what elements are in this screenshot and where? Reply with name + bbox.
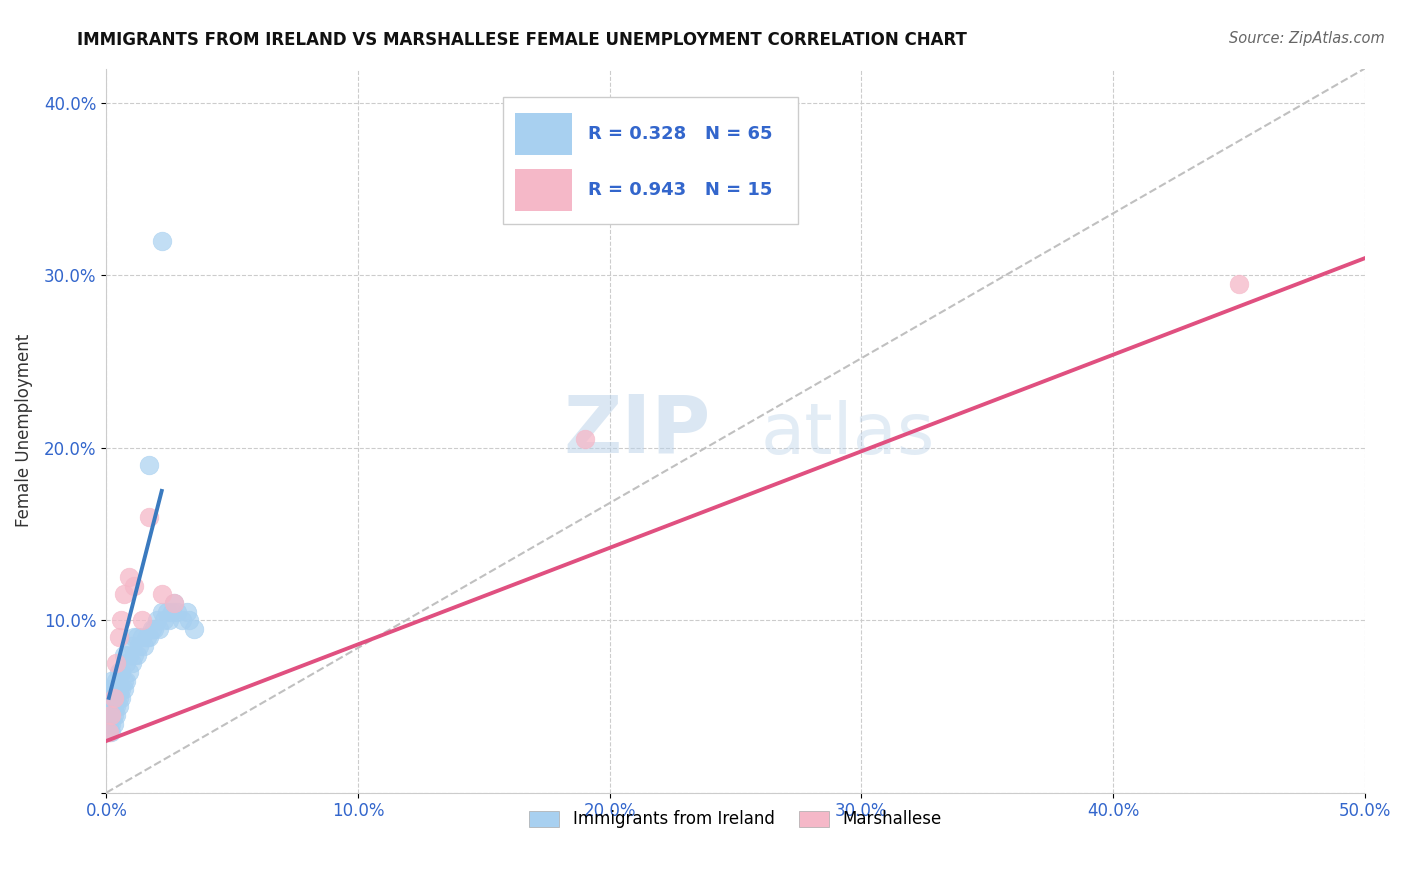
Point [105, 690, 128, 705]
Point [108, 631, 131, 645]
Point [103, 682, 125, 697]
Point [183, 622, 205, 636]
Point [132, 639, 155, 653]
Point [97, 725, 120, 739]
Point [100, 725, 122, 739]
Point [100, 673, 122, 688]
Point [128, 639, 150, 653]
Point [108, 699, 131, 714]
Point [150, 605, 173, 619]
Point [121, 657, 143, 671]
Point [105, 657, 128, 671]
Point [100, 699, 122, 714]
Point [141, 622, 163, 636]
Point [112, 587, 135, 601]
Point [115, 657, 138, 671]
Point [103, 690, 125, 705]
Point [110, 665, 132, 679]
Point [103, 699, 125, 714]
Point [100, 708, 122, 723]
Point [97, 699, 120, 714]
Point [163, 596, 186, 610]
Point [179, 613, 201, 627]
Point [170, 613, 193, 627]
Text: R = 0.943   N = 15: R = 0.943 N = 15 [588, 181, 773, 199]
Point [156, 605, 179, 619]
Point [138, 631, 160, 645]
FancyBboxPatch shape [516, 113, 572, 155]
Point [160, 605, 183, 619]
Point [100, 708, 122, 723]
Point [150, 587, 173, 601]
Point [122, 648, 145, 662]
Point [97, 690, 120, 705]
Point [108, 682, 131, 697]
Point [100, 716, 122, 731]
Point [131, 613, 153, 627]
Y-axis label: Female Unemployment: Female Unemployment [15, 334, 32, 527]
Point [108, 690, 131, 705]
Point [145, 613, 167, 627]
Point [105, 708, 128, 723]
Point [97, 682, 120, 697]
Point [148, 622, 170, 636]
Point [131, 631, 153, 645]
Legend: Immigrants from Ireland, Marshallese: Immigrants from Ireland, Marshallese [523, 804, 949, 835]
Point [105, 682, 128, 697]
Point [118, 570, 141, 584]
Point [97, 716, 120, 731]
Point [97, 725, 120, 739]
Point [121, 639, 143, 653]
Point [115, 673, 138, 688]
Point [110, 682, 132, 697]
Point [110, 690, 132, 705]
Text: IMMIGRANTS FROM IRELAND VS MARSHALLESE FEMALE UNEMPLOYMENT CORRELATION CHART: IMMIGRANTS FROM IRELAND VS MARSHALLESE F… [77, 31, 967, 49]
Point [574, 432, 596, 446]
Point [135, 631, 157, 645]
Text: Source: ZipAtlas.com: Source: ZipAtlas.com [1229, 31, 1385, 46]
Point [103, 716, 125, 731]
FancyBboxPatch shape [503, 97, 799, 224]
Point [118, 665, 141, 679]
Point [110, 613, 132, 627]
Point [176, 605, 198, 619]
FancyBboxPatch shape [516, 169, 572, 211]
Point [122, 579, 145, 593]
Point [97, 708, 120, 723]
Point [122, 631, 145, 645]
Text: R = 0.328   N = 65: R = 0.328 N = 65 [588, 126, 773, 144]
Point [125, 631, 148, 645]
Point [157, 613, 180, 627]
Point [1227, 277, 1250, 291]
Point [153, 613, 176, 627]
Point [103, 708, 125, 723]
Point [163, 596, 186, 610]
Point [112, 648, 135, 662]
Text: ZIP: ZIP [564, 392, 710, 469]
Point [100, 690, 122, 705]
Point [108, 665, 131, 679]
Point [103, 690, 125, 705]
Text: atlas: atlas [761, 400, 935, 468]
Point [150, 234, 173, 248]
Point [138, 458, 160, 472]
Point [138, 509, 160, 524]
Point [166, 605, 188, 619]
Point [118, 648, 141, 662]
Point [105, 673, 128, 688]
Point [100, 682, 122, 697]
Point [112, 682, 135, 697]
Point [125, 648, 148, 662]
Point [143, 622, 166, 636]
Point [112, 673, 135, 688]
Point [105, 699, 128, 714]
